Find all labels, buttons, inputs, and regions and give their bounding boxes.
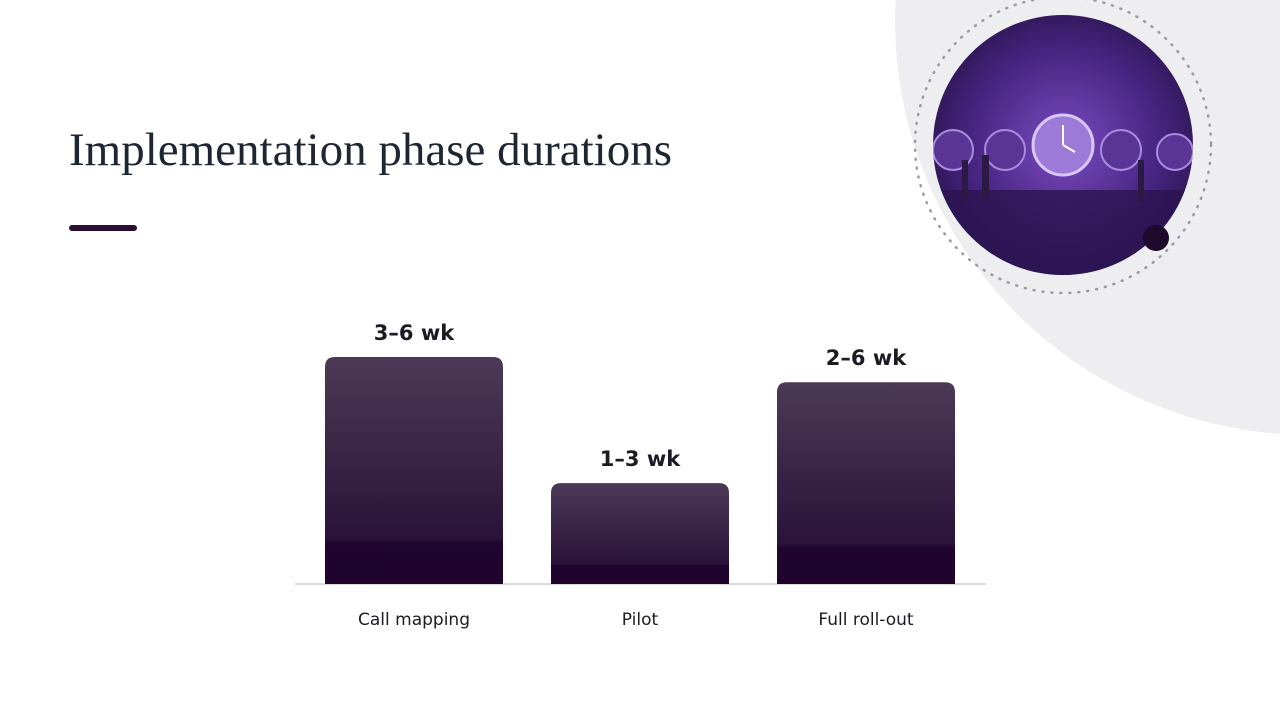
- bar: [325, 357, 503, 584]
- slide-title: Implementation phase durations: [69, 124, 672, 176]
- value-label: 2–6 wk: [826, 346, 907, 370]
- value-label: 3–6 wk: [374, 321, 455, 345]
- title-underline: [69, 225, 137, 231]
- value-label: 1–3 wk: [600, 447, 681, 471]
- decor-dot: [1143, 225, 1169, 251]
- dotted-ring: [913, 0, 1213, 295]
- category-label: Call mapping: [358, 610, 470, 630]
- bar: [551, 483, 729, 584]
- bar: [777, 382, 955, 584]
- category-label: Full roll-out: [818, 610, 914, 630]
- category-label: Pilot: [622, 610, 659, 630]
